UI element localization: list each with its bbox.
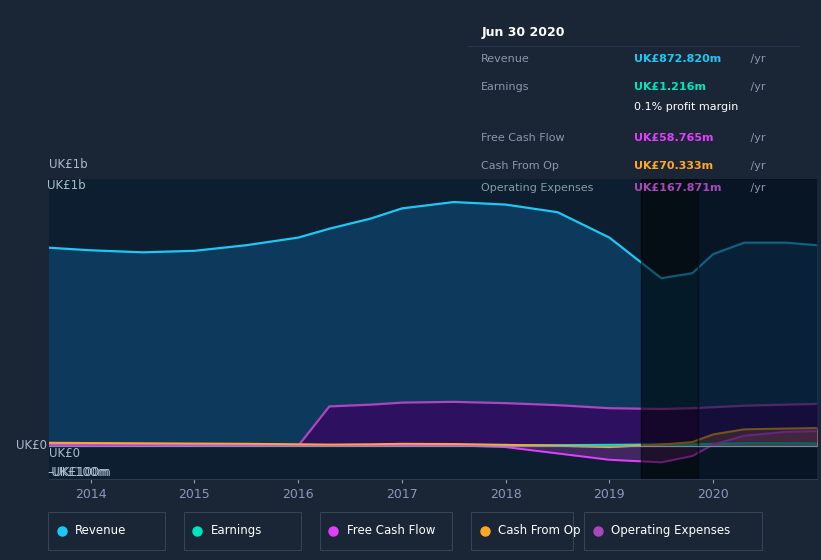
Text: Operating Expenses: Operating Expenses xyxy=(481,183,594,193)
Text: /yr: /yr xyxy=(747,133,766,143)
Text: Earnings: Earnings xyxy=(481,82,530,92)
Text: Cash From Op: Cash From Op xyxy=(498,524,580,537)
Text: Free Cash Flow: Free Cash Flow xyxy=(347,524,435,537)
Bar xyxy=(640,179,698,479)
Text: /yr: /yr xyxy=(747,161,766,171)
Text: 0.1% profit margin: 0.1% profit margin xyxy=(635,102,739,112)
Text: UK£0: UK£0 xyxy=(49,447,80,460)
Text: UK£1b: UK£1b xyxy=(49,158,88,171)
Text: Operating Expenses: Operating Expenses xyxy=(612,524,731,537)
Text: Earnings: Earnings xyxy=(211,524,263,537)
Text: Cash From Op: Cash From Op xyxy=(481,161,559,171)
Text: /yr: /yr xyxy=(747,54,766,64)
Text: UK£70.333m: UK£70.333m xyxy=(635,161,713,171)
Text: Revenue: Revenue xyxy=(481,54,530,64)
Text: Free Cash Flow: Free Cash Flow xyxy=(481,133,565,143)
Text: UK£1.216m: UK£1.216m xyxy=(635,82,706,92)
Text: UK£1b: UK£1b xyxy=(47,179,85,192)
Text: /yr: /yr xyxy=(747,82,766,92)
Text: Revenue: Revenue xyxy=(76,524,126,537)
Text: -UK£100m: -UK£100m xyxy=(47,466,108,479)
Text: UK£58.765m: UK£58.765m xyxy=(635,133,713,143)
Bar xyxy=(698,179,817,479)
Text: UK£872.820m: UK£872.820m xyxy=(635,54,722,64)
Text: UK£167.871m: UK£167.871m xyxy=(635,183,722,193)
Text: /yr: /yr xyxy=(747,183,766,193)
Text: Jun 30 2020: Jun 30 2020 xyxy=(481,26,565,39)
Text: -UK£100m: -UK£100m xyxy=(49,466,111,479)
Text: UK£0: UK£0 xyxy=(16,439,47,452)
